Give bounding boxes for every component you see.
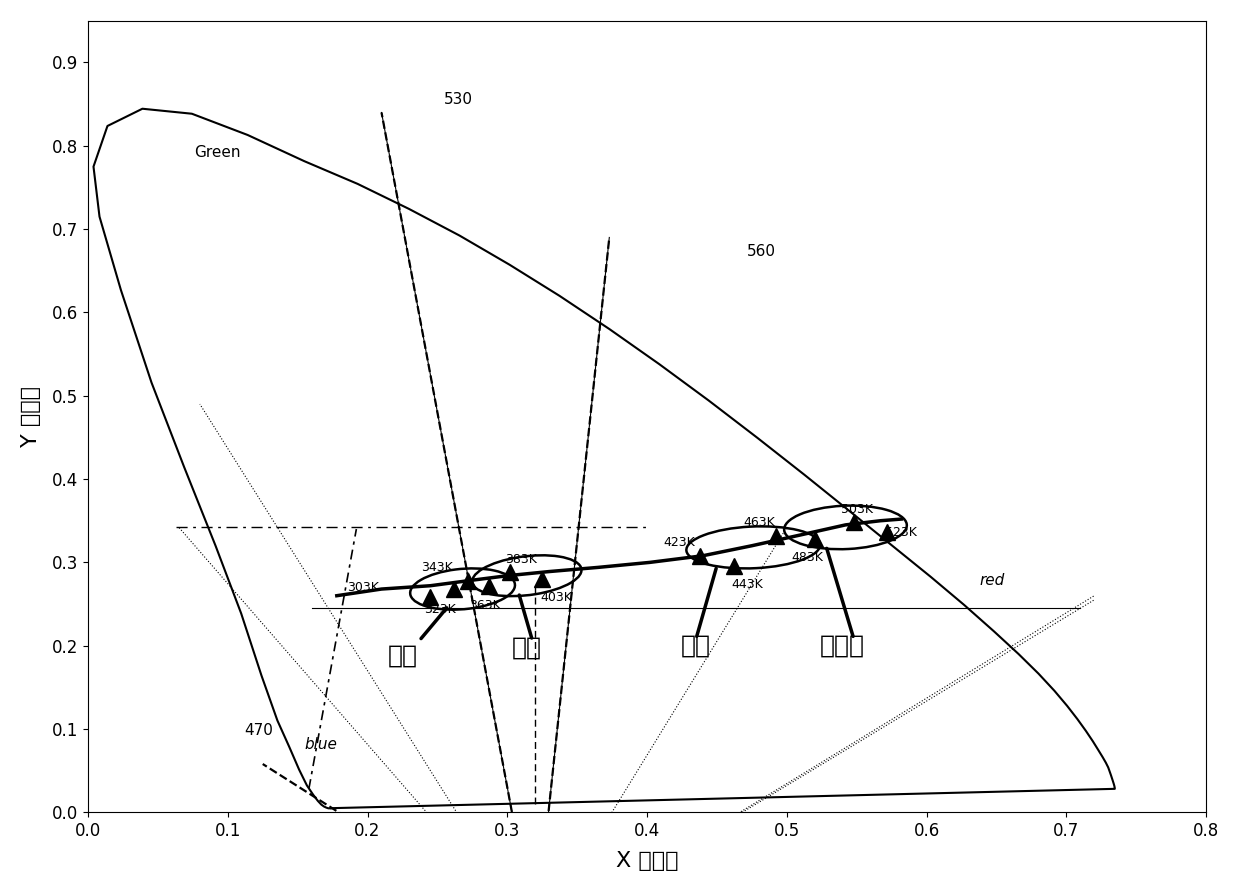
Text: 红橙色: 红橙色 xyxy=(820,633,866,657)
Text: 343K: 343K xyxy=(422,561,454,574)
Text: red: red xyxy=(980,574,1004,588)
Text: 303K: 303K xyxy=(347,581,379,594)
Text: 560: 560 xyxy=(748,244,776,259)
Text: 323K: 323K xyxy=(424,603,456,616)
Text: Green: Green xyxy=(195,145,241,160)
Text: 黄色: 黄色 xyxy=(681,633,711,657)
X-axis label: X 色坐标: X 色坐标 xyxy=(616,851,678,871)
Text: 523K: 523K xyxy=(885,526,918,539)
Text: 383K: 383K xyxy=(506,552,537,566)
Text: 403K: 403K xyxy=(541,591,572,604)
Text: 470: 470 xyxy=(244,723,273,739)
Text: 443K: 443K xyxy=(732,577,764,591)
Y-axis label: Y 色坐标: Y 色坐标 xyxy=(21,386,41,447)
Text: 363K: 363K xyxy=(469,599,501,612)
Text: 530: 530 xyxy=(444,92,472,107)
Text: 483K: 483K xyxy=(792,551,823,564)
Text: 503K: 503K xyxy=(841,502,873,516)
Text: blue: blue xyxy=(305,737,337,752)
Text: 青色: 青色 xyxy=(387,644,418,668)
Text: 423K: 423K xyxy=(663,536,696,549)
Text: 463K: 463K xyxy=(743,516,775,529)
Text: 白色: 白色 xyxy=(512,635,542,659)
